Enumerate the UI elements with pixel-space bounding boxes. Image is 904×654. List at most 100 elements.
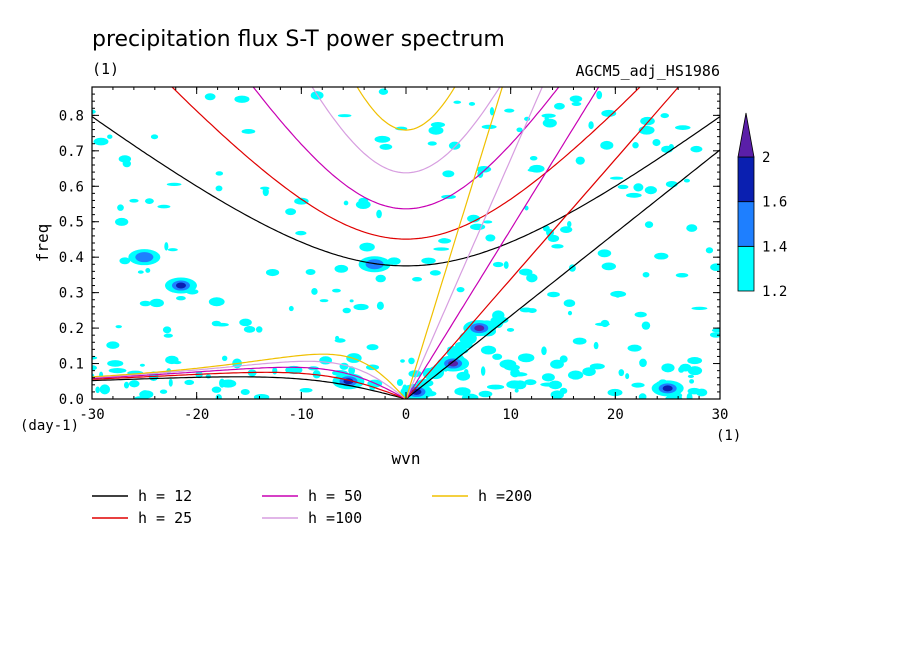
contour-patch <box>686 392 693 399</box>
contour-patch <box>687 357 703 365</box>
contour-patch <box>582 367 596 377</box>
contour-patch <box>689 379 695 384</box>
contour-patch <box>481 124 497 129</box>
contour-region-mid <box>135 252 154 263</box>
dispersion-curve-kelvin-50 <box>405 87 600 399</box>
contour-patch <box>240 388 250 395</box>
plot-frame <box>91 86 721 400</box>
contour-patch <box>541 113 556 118</box>
contour-patch <box>454 387 471 396</box>
contour-patch <box>107 134 113 139</box>
contour-patch <box>396 379 404 387</box>
contour-patch <box>343 200 349 206</box>
contour-patch <box>514 388 519 393</box>
contour-patch <box>626 192 642 198</box>
contour-patch <box>241 128 256 134</box>
x-tick-label: 10 <box>502 407 519 423</box>
contour-patch <box>675 125 691 130</box>
contour-patch <box>166 182 182 186</box>
contour-patch <box>285 208 297 216</box>
colorbar-label: 1.4 <box>762 239 787 255</box>
colorbar-label: 2 <box>762 150 770 166</box>
contour-patch <box>255 326 263 333</box>
contour-patch <box>691 306 708 310</box>
y-tick-label: 0.1 <box>59 357 84 373</box>
x-tick-label: -10 <box>289 407 314 423</box>
contour-patch <box>506 380 523 389</box>
dispersion-curves <box>92 87 720 399</box>
x-tick-label: -30 <box>79 407 104 423</box>
contour-patch <box>499 359 517 369</box>
contour-patch <box>92 365 97 371</box>
contour-patch <box>139 300 152 307</box>
contour-patch <box>567 310 573 316</box>
contour-patch <box>379 143 393 150</box>
contour-patch <box>311 288 318 295</box>
contour-patch <box>184 379 195 386</box>
contour-patch <box>485 234 496 242</box>
contour-region-mid <box>365 259 384 270</box>
contour-patch <box>99 384 111 395</box>
legend-label: h = 12 <box>138 487 192 505</box>
contour-patch <box>632 142 639 149</box>
contour-patch <box>208 297 225 307</box>
contour-patch <box>633 183 644 192</box>
contour-patch <box>262 187 269 197</box>
dispersion-curve-er-12 <box>92 376 407 399</box>
contour-patch <box>139 390 150 399</box>
contour-patch <box>253 393 270 399</box>
contour-patch <box>163 333 173 338</box>
x-tick-label: 30 <box>712 407 729 423</box>
y-unit-label: (day-1) <box>20 418 79 434</box>
contour-patch <box>596 90 603 100</box>
contour-patch <box>504 108 515 113</box>
contour-patch <box>456 286 465 293</box>
contour-patch <box>478 390 493 398</box>
contour-patch <box>675 272 689 278</box>
contour-patch <box>374 135 391 143</box>
contour-patch <box>429 270 441 276</box>
contour-patch <box>625 373 630 380</box>
contour-patch <box>541 346 547 356</box>
contour-region-core <box>175 282 186 289</box>
contour-patch <box>506 327 515 332</box>
legend-label: h = 50 <box>308 487 362 505</box>
contour-patch <box>332 288 341 293</box>
subtitle-right: AGCM5_adj_HS1986 <box>576 62 721 80</box>
dispersion-curve-kelvin-200 <box>405 87 503 399</box>
contour-patch <box>234 95 250 103</box>
contour-patch <box>601 262 617 271</box>
contour-patch <box>239 318 252 327</box>
contour-patch <box>567 370 584 380</box>
contour-patch <box>468 102 476 106</box>
plot-area: -30 -20 -10 0 10 20 30 0.0 0.1 0.2 0.3 0.4 0.5 0.6 0.7… <box>59 86 729 423</box>
contour-patch <box>486 384 505 390</box>
contour-patch <box>660 113 669 119</box>
contour-patch <box>150 134 159 140</box>
dispersion-curve-er-100 <box>92 360 407 399</box>
contour-patch <box>220 379 237 388</box>
contour-patch <box>211 320 222 327</box>
contour-patch <box>92 109 96 114</box>
legend-label: h =100 <box>308 509 362 527</box>
contour-patch <box>686 224 698 232</box>
dispersion-curve-ig-25 <box>171 87 641 240</box>
contour-patch <box>205 374 212 379</box>
contour-patch <box>588 121 594 130</box>
contour-patch <box>107 360 124 367</box>
contour-patch <box>548 380 563 390</box>
colorbar-segment <box>737 156 755 203</box>
colorbar-label: 1.6 <box>762 195 787 211</box>
contour-patch <box>589 363 605 370</box>
contour-patch <box>319 356 333 365</box>
contour-patch <box>359 242 375 252</box>
contour-patch <box>631 382 645 388</box>
legend-label: h = 25 <box>138 509 192 527</box>
x-axis-label: wvn <box>392 449 421 468</box>
legend-label: h =200 <box>478 487 532 505</box>
contour-patch <box>334 264 349 273</box>
contour-patch <box>159 389 168 394</box>
contour-patch <box>618 369 625 377</box>
contour-patch <box>137 270 144 274</box>
